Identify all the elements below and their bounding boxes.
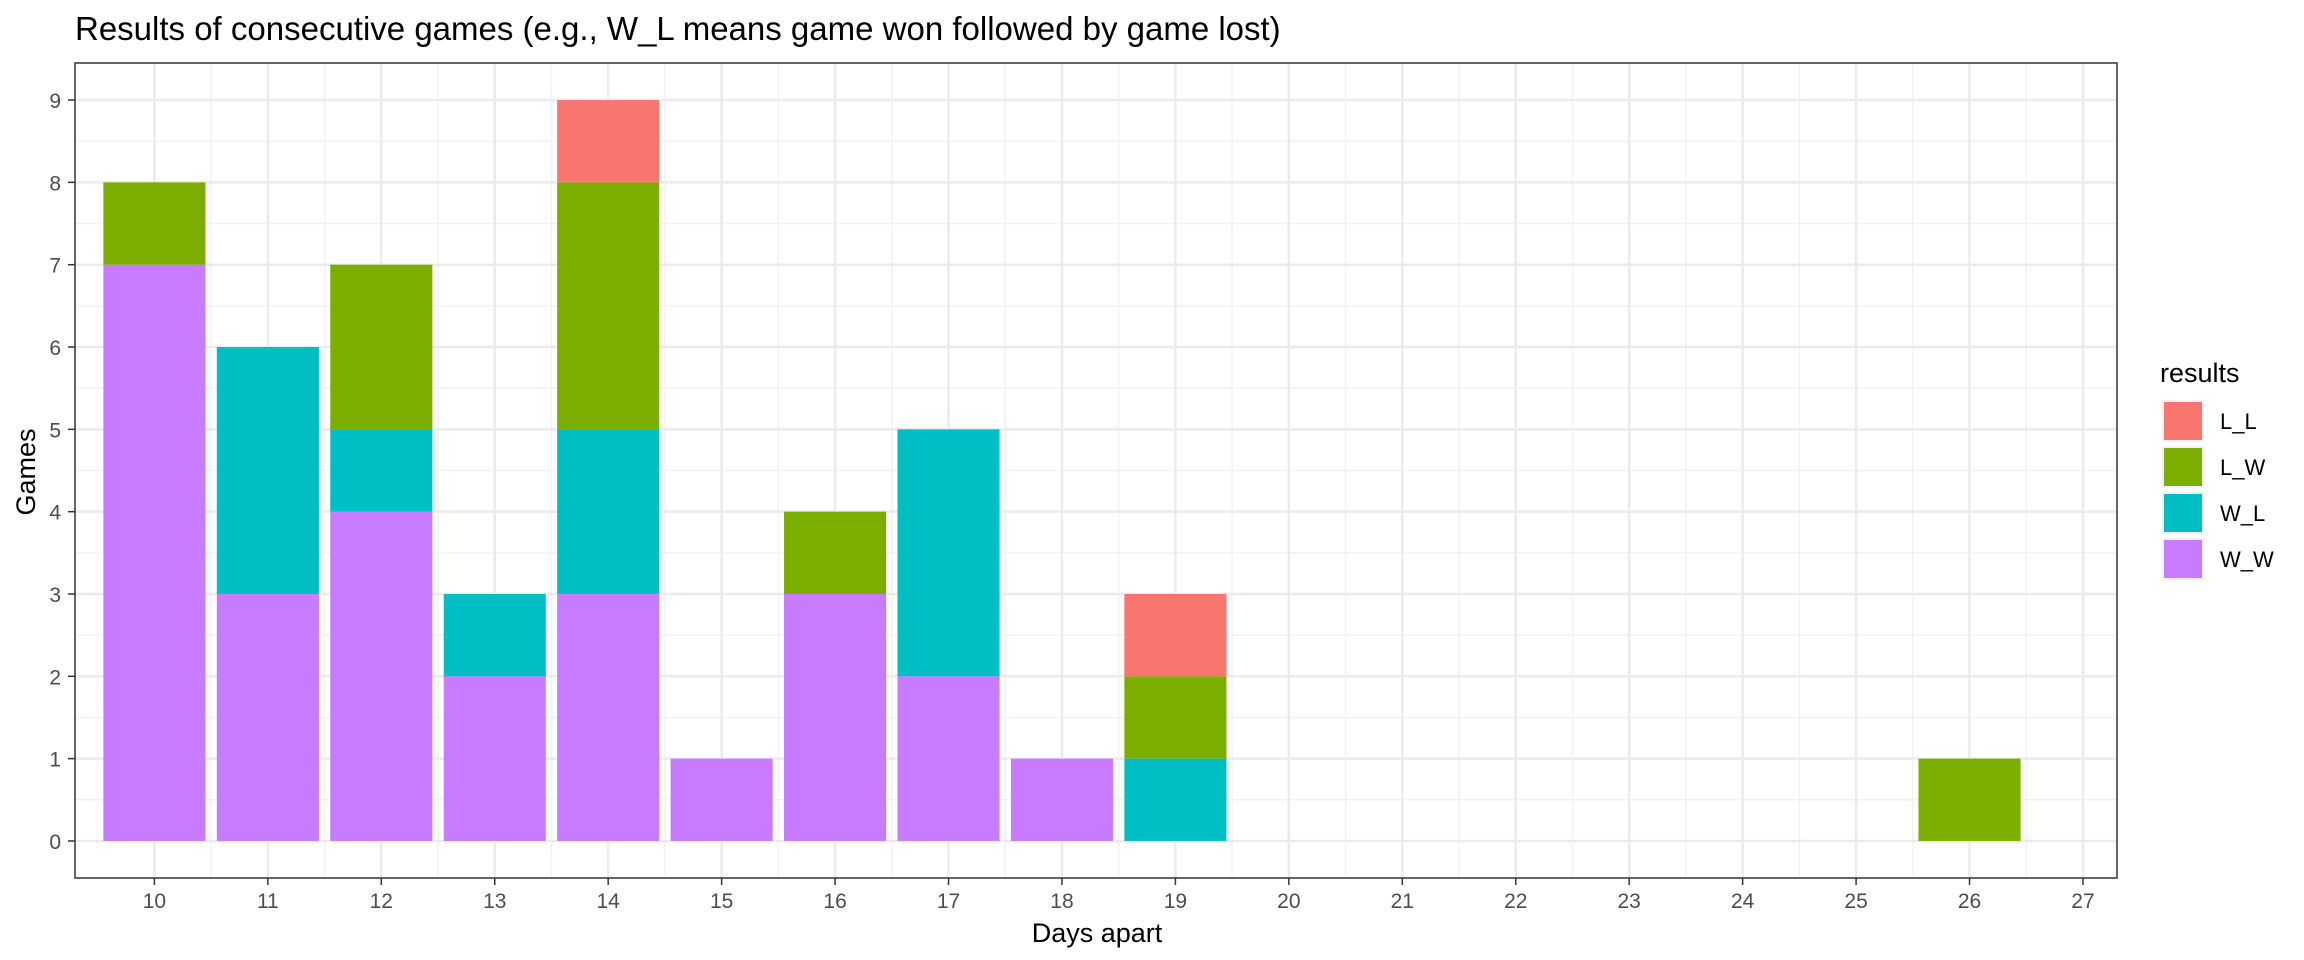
bar-segment-l-w-26 [1918, 758, 2021, 841]
bar-segment-w-l-13 [443, 593, 546, 677]
y-tick-label: 3 [49, 584, 61, 607]
x-tick-label: 26 [1958, 890, 1981, 913]
y-axis-label: Games [11, 428, 41, 515]
bar-segment-w-w-17 [897, 676, 1000, 841]
bar-segment-w-w-13 [443, 676, 546, 841]
bar-segment-w-w-10 [103, 264, 206, 841]
bar-segment-l-w-16 [784, 511, 887, 594]
x-tick-label: 17 [937, 890, 960, 913]
x-tick-label: 10 [143, 890, 166, 913]
legend-label: L_L [2220, 409, 2257, 434]
bar-segment-w-l-11 [216, 347, 319, 594]
bar-segment-l-w-12 [330, 264, 433, 430]
legend-swatch-w-l [2164, 494, 2202, 532]
bar-segment-l-w-19 [1124, 676, 1227, 759]
bar-segment-l-w-14 [557, 182, 660, 430]
x-tick-label: 22 [1504, 890, 1527, 913]
x-tick-label: 13 [483, 890, 506, 913]
y-tick-label: 0 [49, 831, 61, 854]
bar-segment-w-w-18 [1010, 758, 1114, 841]
x-tick-label: 18 [1050, 890, 1073, 913]
bar-segment-w-w-11 [216, 593, 319, 841]
x-tick-label: 12 [370, 890, 393, 913]
x-tick-label: 15 [710, 890, 733, 913]
y-tick-label: 2 [49, 666, 61, 689]
bar-segment-w-w-14 [557, 593, 660, 841]
x-tick-label: 14 [597, 890, 621, 913]
bar-segment-w-l-17 [897, 429, 1000, 677]
x-tick-label: 16 [823, 890, 846, 913]
legend-swatch-w-w [2164, 540, 2202, 578]
legend-label: W_L [2220, 501, 2265, 526]
y-tick-label: 5 [49, 419, 61, 442]
y-tick-label: 6 [49, 337, 61, 360]
bar-segment-l-l-19 [1124, 593, 1227, 677]
legend-swatch-l-l [2164, 402, 2202, 440]
legend-label: L_W [2220, 455, 2265, 480]
legend: results L_L L_W W_L W_W [2160, 358, 2274, 580]
y-tick-label: 4 [49, 502, 61, 525]
legend-label: W_W [2220, 547, 2274, 572]
bar-segment-w-l-12 [330, 429, 433, 512]
bar-segment-w-w-16 [784, 593, 887, 841]
y-tick-label: 1 [49, 749, 61, 772]
bar-segment-w-w-12 [330, 511, 433, 841]
x-tick-label: 25 [1844, 890, 1867, 913]
legend-swatch-l-w [2164, 448, 2202, 486]
y-tick-label: 9 [49, 90, 61, 113]
chart-title: Results of consecutive games (e.g., W_L … [75, 10, 1281, 47]
x-tick-label: 24 [1731, 890, 1755, 913]
x-tick-label: 27 [2071, 890, 2094, 913]
legend-title: results [2160, 358, 2240, 388]
plot-border [74, 62, 2118, 879]
bar-segment-w-l-19 [1124, 758, 1227, 841]
y-tick-label: 8 [49, 172, 61, 195]
bar-segment-l-l-14 [557, 100, 660, 183]
x-axis-label: Days apart [1032, 918, 1163, 948]
bar-segment-w-l-14 [557, 429, 660, 594]
bar-segment-w-w-15 [670, 758, 773, 841]
x-tick-label: 11 [257, 890, 279, 913]
x-tick-label: 23 [1618, 890, 1641, 913]
x-tick-label: 20 [1277, 890, 1300, 913]
x-tick-label: 19 [1164, 890, 1187, 913]
bar-segment-l-w-10 [103, 182, 206, 265]
y-tick-label: 7 [49, 255, 61, 278]
x-tick-label: 21 [1391, 890, 1414, 913]
